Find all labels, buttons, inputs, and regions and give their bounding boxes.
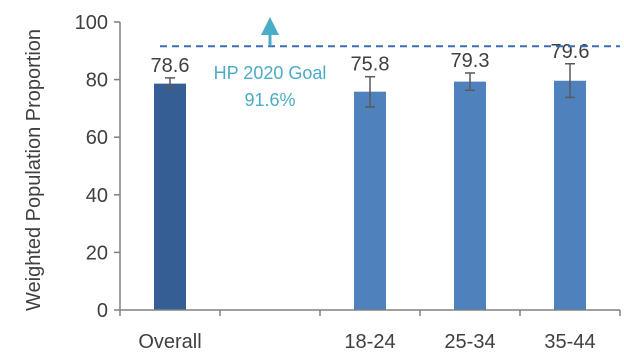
bar bbox=[354, 91, 386, 310]
value-label: 79.6 bbox=[551, 41, 590, 63]
y-tick-label: 80 bbox=[86, 70, 108, 92]
y-tick-label: 0 bbox=[97, 300, 108, 322]
y-tick-label: 20 bbox=[86, 242, 108, 264]
bar bbox=[554, 80, 586, 310]
x-tick-label: Overall bbox=[138, 331, 201, 353]
x-tick-label: 18-24 bbox=[344, 331, 395, 353]
bar bbox=[454, 81, 486, 310]
y-axis-title: Weighted Population Proportion bbox=[23, 29, 45, 311]
value-label: 75.8 bbox=[351, 54, 390, 76]
x-axis-ticks: Overall 18-24 25-34 35-44 bbox=[119, 310, 621, 353]
value-label: 79.3 bbox=[451, 50, 490, 72]
x-tick-label: 35-44 bbox=[544, 331, 595, 353]
bar-series bbox=[154, 80, 586, 310]
y-tick-label: 40 bbox=[86, 185, 108, 207]
bar bbox=[154, 83, 186, 310]
y-tick-label: 60 bbox=[86, 127, 108, 149]
goal-value-label: 91.6% bbox=[244, 90, 295, 110]
goal-label: HP 2020 Goal bbox=[214, 63, 327, 83]
error-bars bbox=[165, 63, 575, 108]
y-tick-label: 100 bbox=[75, 12, 108, 34]
value-label: 78.6 bbox=[151, 55, 190, 77]
x-tick-label: 25-34 bbox=[444, 331, 495, 353]
goal-annotation: HP 2020 Goal 91.6% bbox=[160, 17, 620, 110]
y-axis-ticks: 0 20 40 60 80 100 bbox=[75, 12, 120, 322]
